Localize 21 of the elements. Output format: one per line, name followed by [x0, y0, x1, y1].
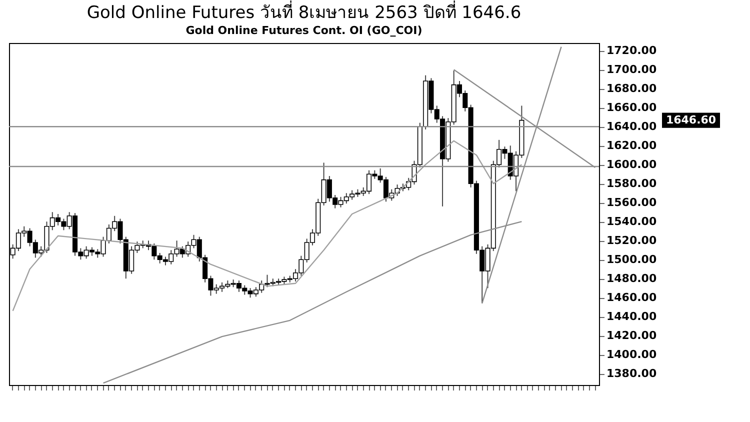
y-tick-label: 1600.00 — [606, 158, 657, 172]
y-tick-label: 1660.00 — [606, 101, 657, 114]
chart-title: Gold Online Futures วันที่ 8เมษายน 2563 ปิดที่ 1646.6 — [86, 0, 522, 23]
y-tick-label: 1520.00 — [606, 234, 657, 248]
y-tick-label: 1540.00 — [606, 215, 657, 228]
y-tick-label: 1620.00 — [606, 139, 657, 152]
y-tick-label: 1400.00 — [606, 348, 657, 362]
y-tick-label: 1500.00 — [606, 253, 657, 266]
y-tick-label: 1420.00 — [606, 329, 657, 342]
y-tick-label: 1640.00 — [606, 120, 657, 134]
y-tick-label: 1380.00 — [606, 367, 657, 380]
y-tick-label: 1580.00 — [606, 177, 657, 190]
y-tick-label: 1440.00 — [606, 310, 657, 324]
y-tick-label: 1700.00 — [606, 63, 657, 76]
y-tick-label: 1680.00 — [606, 82, 657, 96]
y-tick-label: 1480.00 — [606, 272, 657, 286]
chart-subtitle: Gold Online Futures Cont. OI (GO_COI) — [186, 24, 422, 37]
y-tick-label: 1720.00 — [606, 44, 657, 58]
text: 1646.60 — [666, 113, 716, 126]
y-tick-label: 1460.00 — [606, 291, 657, 304]
y-tick-label: 1560.00 — [606, 196, 657, 210]
